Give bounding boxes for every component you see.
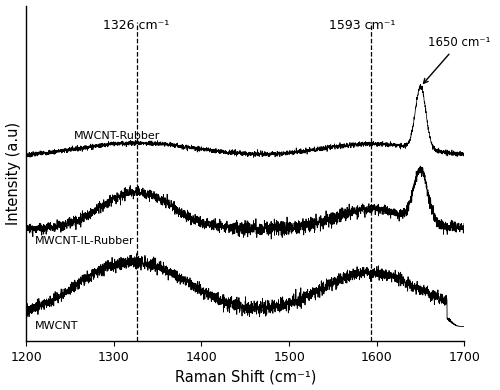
X-axis label: Raman Shift (cm⁻¹): Raman Shift (cm⁻¹)	[174, 369, 316, 385]
Text: MWCNT-Rubber: MWCNT-Rubber	[74, 131, 160, 141]
Text: 1326 cm⁻¹: 1326 cm⁻¹	[104, 19, 170, 32]
Text: MWCNT-IL-Rubber: MWCNT-IL-Rubber	[35, 236, 134, 246]
Y-axis label: Intensity (a.u): Intensity (a.u)	[6, 122, 20, 225]
Text: 1650 cm⁻¹: 1650 cm⁻¹	[424, 36, 490, 83]
Text: MWCNT: MWCNT	[35, 321, 78, 331]
Text: 1593 cm⁻¹: 1593 cm⁻¹	[328, 19, 395, 32]
